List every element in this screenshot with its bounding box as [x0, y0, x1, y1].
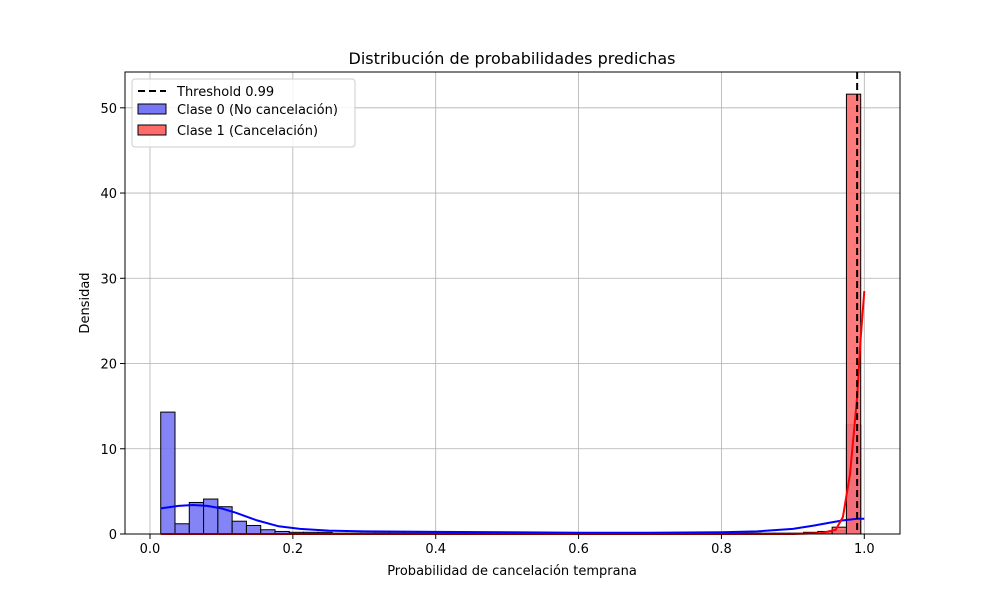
histogram-bar-series-1 [845, 93, 862, 535]
legend: Threshold 0.99 Clase 0 (No cancelación) Cl… [131, 78, 356, 148]
histogram-bar-series-0 [188, 501, 205, 535]
y-tick-label: 0 [109, 528, 117, 543]
y-tick-label: 30 [100, 272, 117, 287]
legend-label-series-1: Clase 1 (Cancelación) [177, 124, 318, 139]
x-tick-label: 0.8 [711, 542, 732, 557]
legend-label-series-0: Clase 0 (No cancelación) [177, 103, 338, 118]
y-tick-label: 40 [100, 187, 117, 202]
histogram-bar-series-0 [203, 498, 219, 535]
y-tick-label: 50 [100, 102, 117, 117]
y-tick-label: 10 [100, 443, 117, 458]
x-tick-label: 0.0 [140, 542, 161, 557]
legend-swatch-series-1 [137, 124, 167, 136]
histogram-bar-series-0 [174, 523, 190, 535]
kde-curve-series-0 [160, 503, 865, 534]
chart-title: Distribución de probabilidades predichas [349, 49, 676, 68]
x-tick-label: 0.2 [283, 542, 304, 557]
histogram-bar-series-0 [231, 520, 247, 535]
y-axis-ticks: 0 10 20 30 40 50 [100, 102, 125, 543]
legend-threshold-label: Threshold 0.99 [176, 85, 274, 100]
y-axis-label: Densidad [78, 272, 93, 333]
y-tick-label: 20 [100, 358, 117, 373]
x-tick-label: 0.6 [568, 542, 589, 557]
plot-area-frame [124, 71, 901, 535]
legend-swatch-series-0 [137, 103, 167, 115]
x-axis-ticks: 0.0 0.2 0.4 0.6 0.8 1.0 [140, 534, 875, 557]
histogram-bar-series-0 [160, 411, 176, 535]
histogram-bar-series-0 [245, 524, 262, 535]
x-tick-label: 0.4 [425, 542, 446, 557]
x-axis-label: Probabilidad de cancelación temprana [387, 564, 637, 579]
legend-box [131, 78, 356, 148]
x-tick-label: 1.0 [854, 542, 875, 557]
